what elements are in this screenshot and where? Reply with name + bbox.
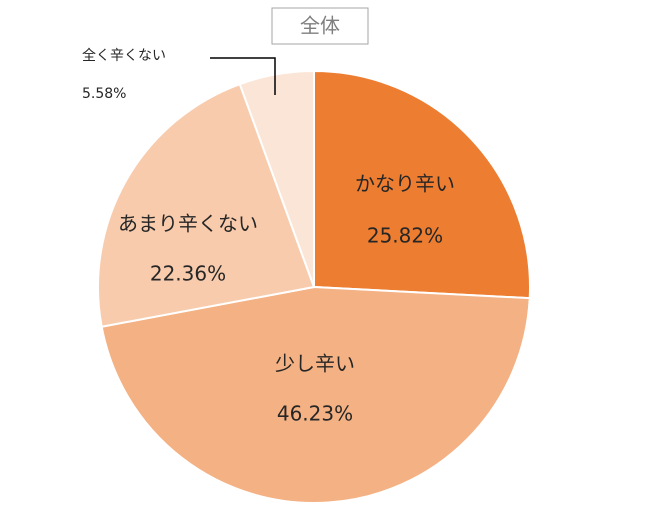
value-label: 5.58%: [82, 86, 126, 102]
slice-label: 全く辛くない: [82, 47, 166, 64]
pie-slice: [238, 69, 315, 288]
leader-line: [210, 57, 276, 95]
title-box: [271, 7, 369, 45]
pie-slice: [100, 285, 531, 504]
slice-label: あまり辛くない: [118, 212, 258, 236]
value-label: 46.23%: [277, 402, 353, 426]
pie-slice: [313, 69, 531, 300]
value-label: 25.82%: [367, 224, 443, 248]
pie-slice: [97, 82, 316, 328]
value-label: 22.36%: [150, 262, 226, 286]
chart-title: 全体: [300, 14, 340, 38]
slice-label: かなり辛い: [355, 172, 455, 196]
slice-label: 少し辛い: [275, 352, 355, 376]
